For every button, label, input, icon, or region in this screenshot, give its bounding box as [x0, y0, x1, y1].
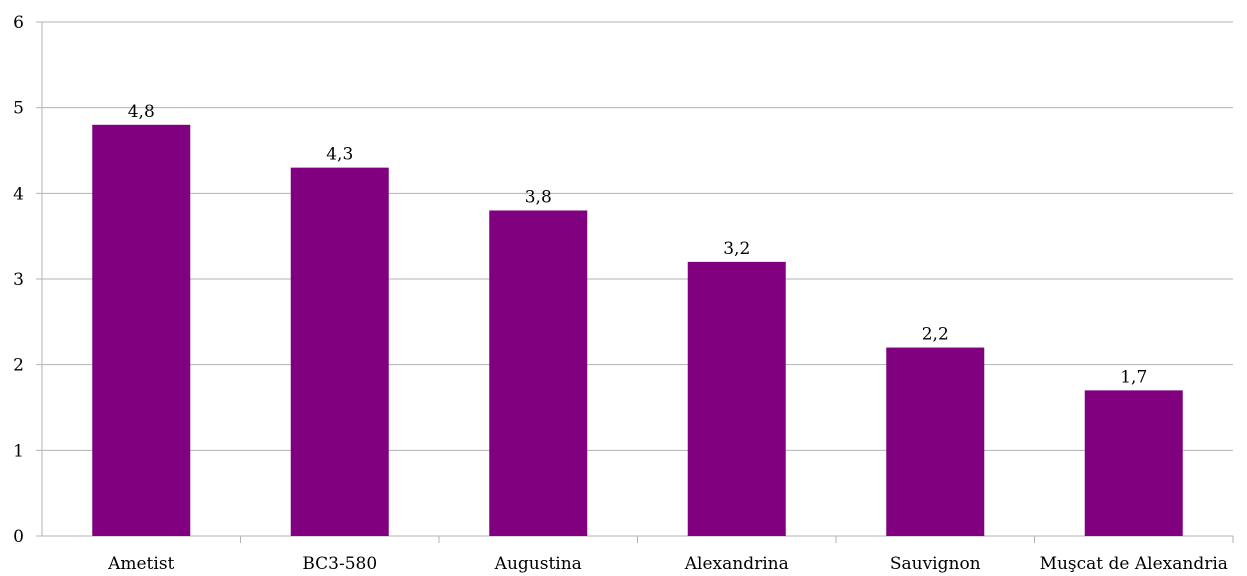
bar-3 — [489, 210, 588, 536]
y-tick-label-2: 2 — [13, 356, 24, 376]
value-label-6: 1,7 — [1120, 367, 1147, 387]
y-tick-label-1: 1 — [13, 441, 24, 461]
bar-1 — [92, 124, 191, 537]
bar-6 — [1084, 390, 1183, 536]
y-tick-label-5: 5 — [13, 99, 24, 119]
x-tick-label-1: Ametist — [107, 554, 174, 574]
bar-5 — [886, 347, 985, 536]
value-labels: 4,8 4,3 3,8 3,2 2,2 1,7 — [128, 102, 1148, 388]
gridlines — [42, 21, 1233, 451]
value-label-5: 2,2 — [922, 325, 949, 345]
x-tick-label-6: Muşcat de Alexandria — [1040, 554, 1228, 574]
y-tick-label-4: 4 — [13, 184, 24, 204]
x-tick-label-4: Alexandrina — [684, 554, 789, 574]
value-label-4: 3,2 — [723, 239, 750, 259]
bar-4 — [687, 261, 786, 536]
y-tick-label-3: 3 — [13, 270, 24, 290]
value-label-2: 4,3 — [326, 145, 353, 165]
x-tick-label-3: Augustina — [494, 554, 582, 574]
y-tick-label-0: 0 — [13, 527, 24, 547]
y-tick-label-6: 6 — [13, 13, 24, 33]
value-label-3: 3,8 — [525, 187, 552, 207]
y-axis-ticks: 0 1 2 3 4 5 6 — [13, 13, 42, 547]
bars — [92, 124, 1183, 537]
value-label-1: 4,8 — [128, 102, 155, 122]
x-axis-ticks: Ametist BC3-580 Augustina Alexandrina Sauvig… — [107, 536, 1234, 574]
x-tick-label-2: BC3-580 — [302, 554, 377, 574]
x-tick-label-5: Sauvignon — [890, 554, 981, 574]
bar-2 — [290, 167, 389, 536]
